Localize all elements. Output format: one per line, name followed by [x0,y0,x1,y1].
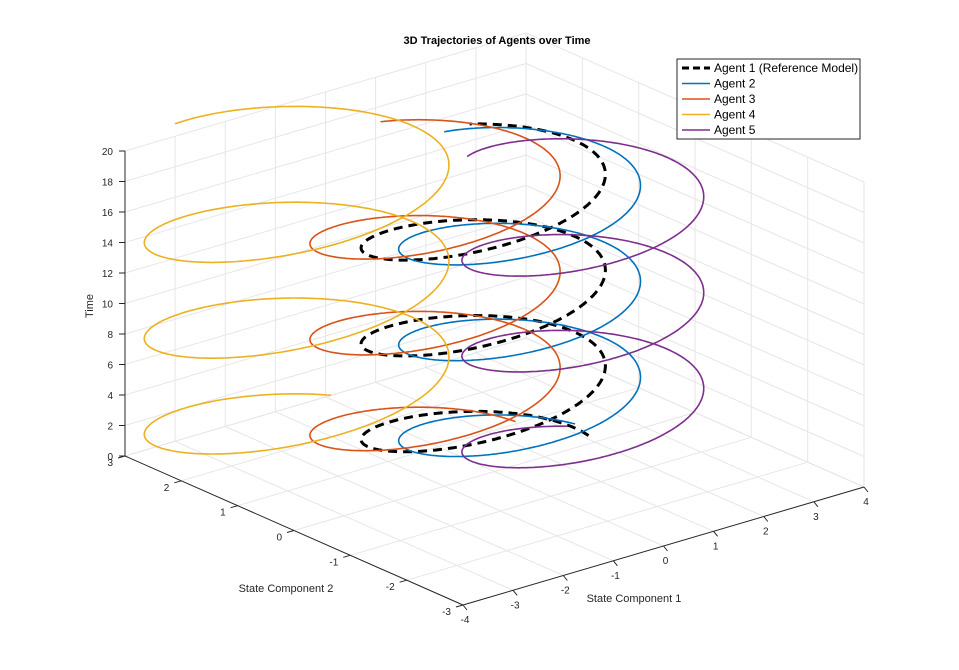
x-tick-label: -4 [461,615,470,626]
x-tick-mark [713,530,718,537]
back-wall-grid-z [124,32,527,152]
floor-grid-y [237,387,639,507]
floor-grid-y [181,362,583,482]
back-wall-grid-z [124,215,527,335]
y-axis-label: State Component 2 [239,583,334,595]
y-tick-mark [286,530,295,533]
series-lines [143,105,705,469]
x-tick-label: 2 [763,527,769,538]
x-tick-label: 0 [663,556,669,567]
x-tick-label: -1 [611,571,620,582]
y-tick-mark [174,480,182,484]
x-tick-mark [512,589,518,596]
x-tick-mark [462,604,468,611]
y-tick-label: -2 [386,582,395,593]
back-wall-grid-z [124,276,527,396]
x-tick-mark [613,560,618,567]
z-axis-label: Time [84,294,96,318]
x-tick-label: 4 [863,497,869,508]
x-axis-label: State Component 1 [587,593,682,605]
side-wall-grid-z [525,185,865,335]
z-tick-label: 18 [102,178,114,189]
chart-title: 3D Trajectories of Agents over Time [403,35,590,47]
side-wall-grid-z [525,307,865,457]
side-wall-grid-z [525,276,865,427]
x-tick-label: 3 [813,512,819,523]
x-tick-mark [763,516,769,522]
legend-entry: Agent 2 [714,77,756,91]
side-wall-grid-z [525,154,865,305]
z-tick-label: 14 [102,239,114,250]
z-tick-label: 6 [107,361,113,372]
x-tick-label: -2 [561,586,570,597]
x-tick-mark [562,575,568,581]
y-tick-label: 3 [107,458,113,469]
side-wall-grid-z [525,93,865,244]
floor-grid-y [293,412,696,531]
x-tick-mark [863,486,869,493]
grid-lines [124,32,865,606]
series-line-agent-3 [309,118,561,452]
back-wall-grid-z [124,154,527,274]
axes-box [124,151,865,606]
series-line-agent-2 [397,126,642,458]
side-wall-grid-z [525,246,865,396]
z-tick-label: 8 [107,330,113,341]
side-wall-grid-z [525,337,865,488]
y-tick-label: 1 [220,508,226,519]
back-wall-grid-z [124,185,527,304]
y-tick-mark [230,505,238,509]
floor-grid-y [406,461,808,581]
y-tick-label: 2 [164,483,170,494]
back-wall-grid-z [124,337,527,457]
back-wall-grid-z [124,63,527,182]
series-line-agent-1 [359,122,607,454]
y-tick-label: -1 [329,557,338,568]
back-wall-grid-z [124,246,527,365]
y-tick-mark [399,579,407,583]
legend-entry: Agent 4 [714,108,756,122]
x-tick-label: 1 [713,541,719,552]
z-tick-label: 10 [102,300,114,311]
z-tick-label: 2 [107,422,113,433]
floor-grid-y [350,436,752,556]
y-tick-mark [455,604,464,608]
legend-entry: Agent 3 [714,92,756,106]
back-wall-grid-z [124,93,527,213]
x-tick-label: -3 [511,600,520,611]
y-tick-label: 0 [276,533,282,544]
z-tick-label: 12 [102,269,114,280]
series-line-agent-5 [461,137,705,469]
side-wall-grid-z [525,124,865,274]
y-tick-mark [343,554,351,558]
z-tick-label: 0 [107,452,113,463]
z-tick-label: 20 [102,147,114,158]
legend-entry: Agent 5 [714,123,756,137]
y-tick-label: -3 [442,607,451,618]
z-tick-label: 4 [107,391,113,402]
x-tick-mark [813,501,819,508]
legend-entry: Agent 1 (Reference Model) [714,61,858,75]
series-line-agent-4 [143,105,450,455]
x-tick-mark [663,545,668,552]
z-tick-label: 16 [102,208,114,219]
back-wall-grid-z [124,124,527,243]
